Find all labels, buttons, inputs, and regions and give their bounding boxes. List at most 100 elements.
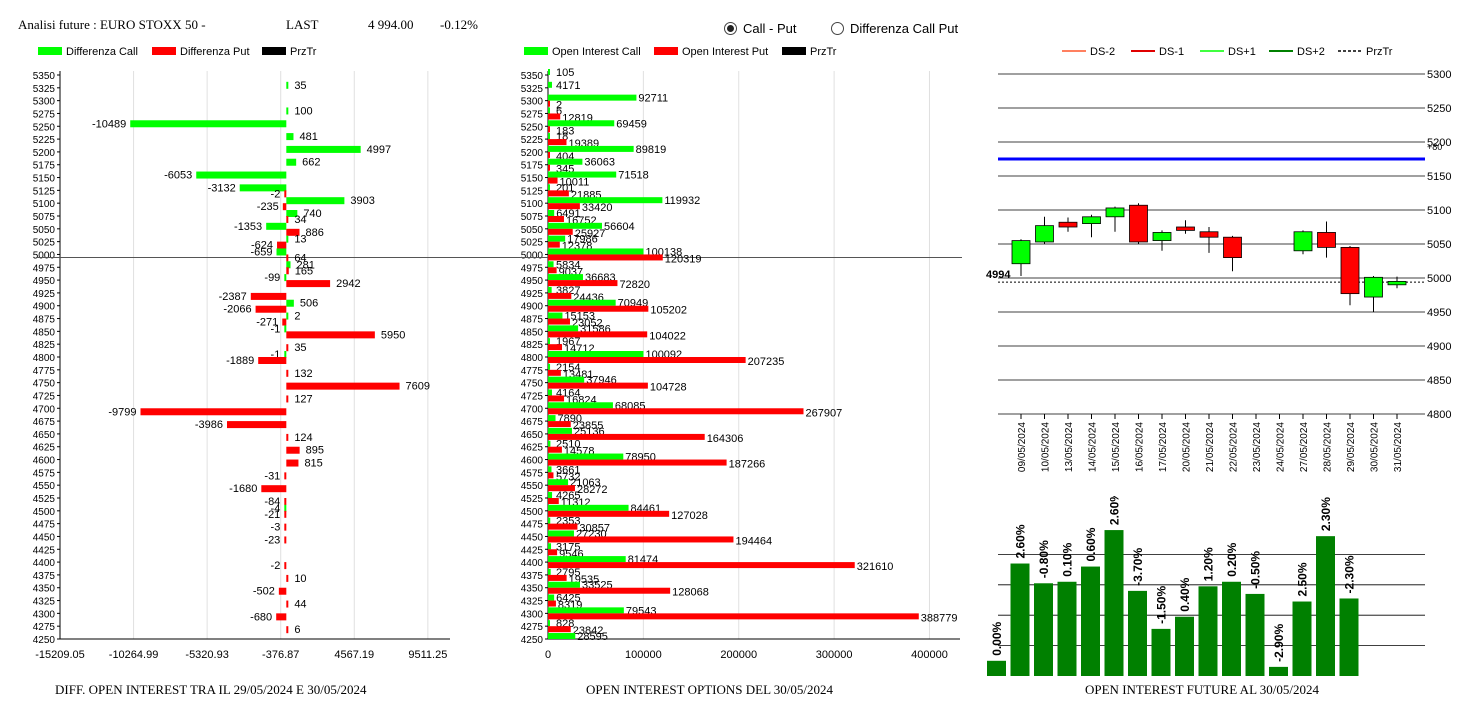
put-diff-bar (286, 280, 331, 288)
put-oi-bar (548, 100, 550, 107)
data-label: -1680 (229, 483, 257, 495)
data-label: -2066 (223, 304, 251, 316)
put-diff-bar (286, 344, 289, 352)
y-tick-label: 4425 (33, 545, 56, 556)
y-tick-label: 5250 (521, 122, 544, 133)
put-oi-bar (548, 318, 570, 325)
future-oi-label: 2.60% (1014, 524, 1028, 558)
call-oi-bar (548, 184, 550, 191)
put-diff-bar (227, 421, 287, 429)
future-oi-bar (1010, 563, 1030, 676)
future-candle-chart: DS-2 DS-1 DS+1 DS+2 PrzTr 4800 4850 4900 4950 500… (986, 46, 1451, 472)
data-label: -680 (250, 611, 272, 623)
candle-body (1364, 276, 1383, 298)
y-tick-label: 5150 (1427, 171, 1451, 183)
x-tick-label: 0 (545, 649, 551, 661)
y-tick-label: 4350 (33, 584, 56, 595)
x-tick-label: 200000 (720, 649, 757, 661)
put-oi-bar (548, 523, 578, 530)
legend-label: Open Interest Call (552, 46, 641, 58)
call-oi-label: 89819 (636, 144, 667, 156)
y-tick-label: 5100 (1427, 205, 1451, 217)
future-oi-label: 0.00% (990, 621, 1004, 655)
x-tick-label: 300000 (816, 649, 853, 661)
y-tick-label: 4650 (33, 430, 56, 441)
data-label: -1 (271, 349, 281, 361)
y-tick-label: 5275 (521, 109, 544, 120)
data-label: 3903 (350, 195, 374, 207)
x-tick-label: 15/05/2024 (1111, 422, 1122, 472)
call-oi-label: 4265 (556, 490, 580, 502)
put-oi-label: 10011 (560, 177, 590, 189)
data-label: -3986 (195, 419, 223, 431)
data-label: -84 (264, 496, 280, 508)
put-diff-bar (284, 523, 287, 531)
y-tick-label: 5250 (1427, 103, 1451, 115)
call-oi-bar (548, 338, 550, 345)
put-oi-bar (548, 498, 559, 504)
put-diff-bar (284, 472, 287, 480)
y-tick-label: 5200 (33, 148, 56, 159)
put-diff-bar (286, 331, 375, 339)
y-tick-label: 4875 (33, 315, 56, 326)
x-tick-label: 13/05/2024 (1064, 422, 1075, 472)
call-oi-label: 71518 (618, 170, 649, 182)
call-diff-bar (286, 235, 289, 243)
data-label: -99 (264, 272, 280, 284)
data-label: 34 (294, 214, 306, 226)
put-oi-label: 187266 (729, 459, 766, 471)
call-oi-bar (548, 107, 550, 114)
data-label: -2 (271, 560, 281, 572)
put-diff-bar (286, 626, 289, 634)
radio-call-put[interactable]: Call - Put (724, 21, 796, 36)
call-oi-bar (548, 197, 663, 204)
future-oi-bar (1034, 583, 1053, 676)
radio-differenza[interactable]: Differenza Call Put (831, 21, 958, 36)
put-diff-bar (286, 574, 289, 582)
call-oi-bar (548, 466, 552, 473)
data-label: 2942 (336, 278, 360, 290)
call-oi-label: 1967 (556, 336, 580, 348)
put-oi-bar (548, 305, 649, 312)
y-tick-label: 4900 (521, 302, 544, 313)
y-tick-label: 5300 (1427, 69, 1451, 81)
call-oi-bar (548, 402, 613, 409)
put-oi-label: 321610 (857, 561, 894, 573)
put-oi-label: 194464 (735, 535, 772, 547)
call-oi-bar (548, 492, 553, 498)
put-diff-bar (286, 433, 289, 441)
call-oi-label: 21063 (570, 477, 601, 489)
future-oi-bar (1151, 628, 1171, 676)
call-oi-bar (548, 440, 551, 447)
data-label: 815 (304, 458, 322, 470)
put-oi-label: 183 (556, 125, 574, 137)
call-oi-bar (548, 594, 555, 601)
data-label: 481 (299, 131, 317, 143)
y-tick-label: 5025 (521, 238, 544, 249)
put-oi-label: 128068 (672, 587, 709, 599)
x-tick-label: 9511.25 (408, 649, 447, 661)
put-diff-bar (284, 562, 287, 570)
y-tick-label: 4900 (1427, 341, 1451, 353)
candle-body (1317, 232, 1336, 248)
y-tick-label: 4325 (33, 597, 56, 608)
radio-selected-icon (724, 22, 737, 35)
call-oi-label: 3661 (556, 464, 580, 476)
data-label: 124 (294, 432, 312, 444)
future-oi-label: 0.40% (1178, 577, 1192, 611)
call-oi-bar (548, 620, 550, 627)
call-oi-bar (548, 222, 602, 229)
legend-swatch (782, 47, 806, 55)
call-oi-bar (548, 145, 634, 152)
y-tick-label: 5000 (33, 250, 56, 261)
put-diff-bar (261, 485, 287, 493)
call-oi-bar (548, 235, 566, 242)
call-oi-label: 69459 (616, 118, 647, 130)
y-tick-label: 4950 (521, 276, 544, 287)
put-diff-bar (258, 357, 287, 364)
put-oi-bar (548, 177, 558, 184)
candle-body (1105, 207, 1125, 218)
y-tick-label: 5200 (521, 148, 544, 159)
put-oi-bar (548, 446, 562, 453)
legend-label: PrzTr (290, 46, 317, 58)
